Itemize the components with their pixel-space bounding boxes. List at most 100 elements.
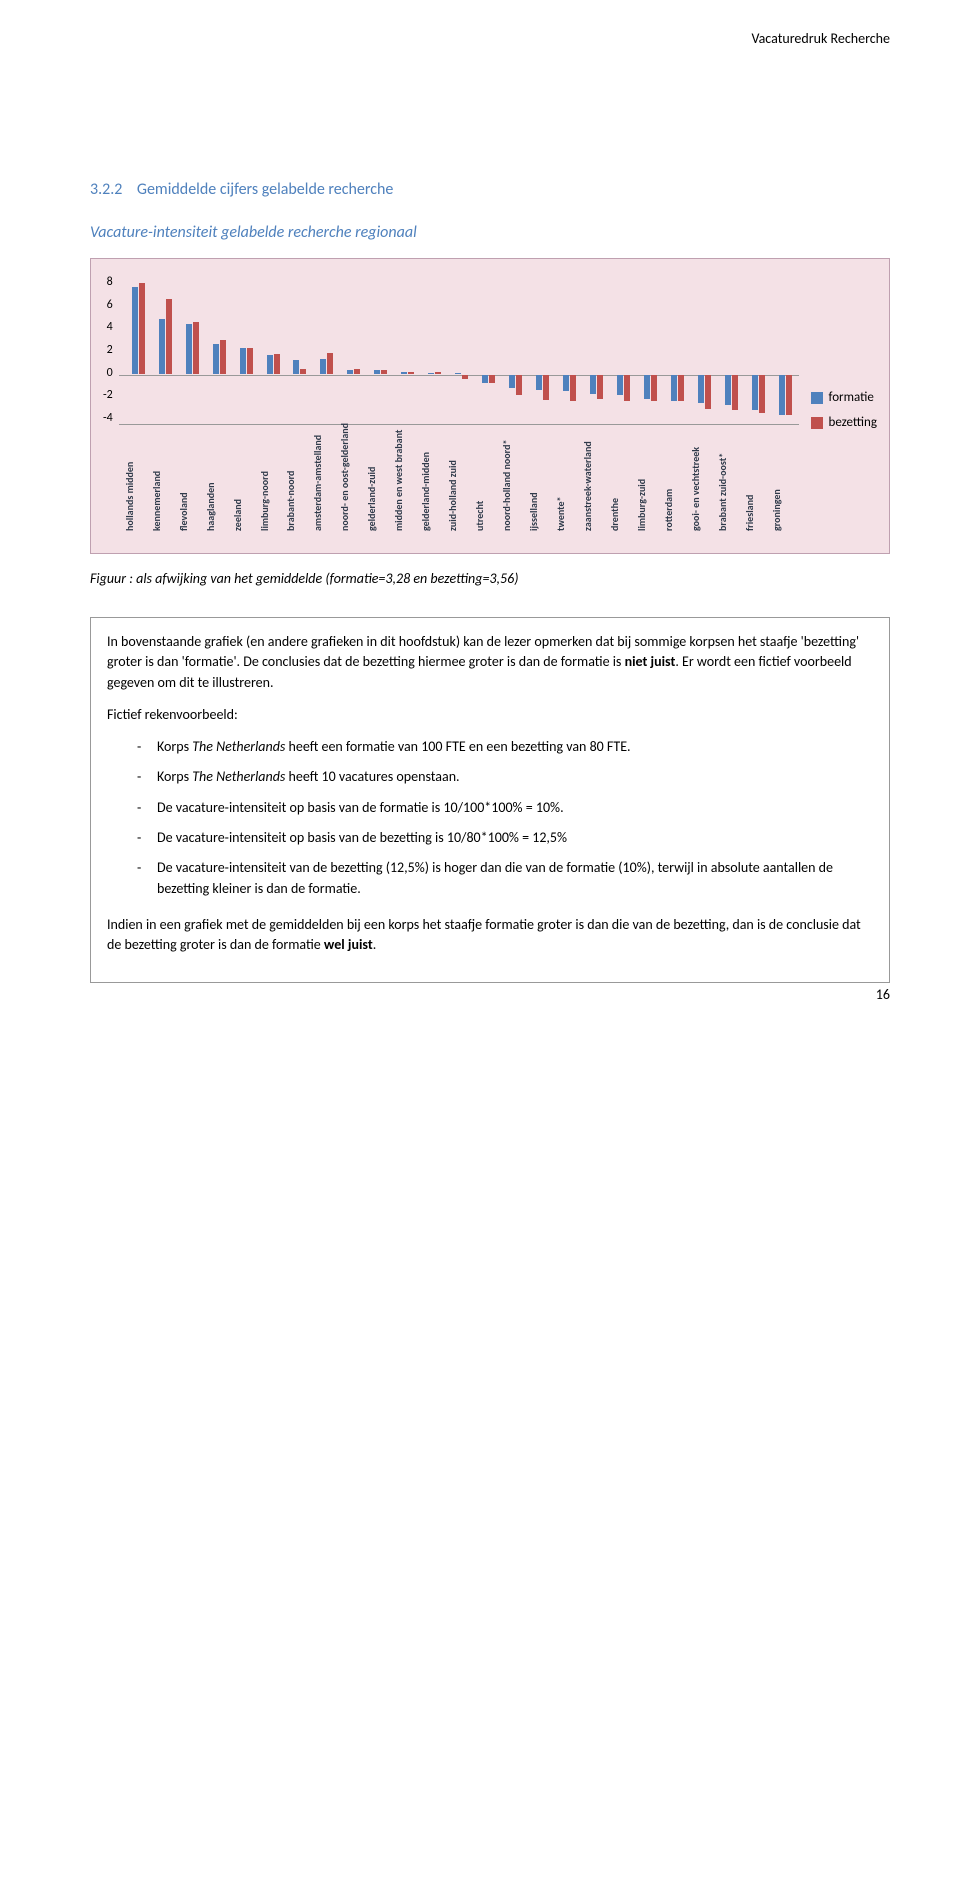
y-tick: -2 [103,388,113,402]
y-axis: 86420-2-4 [103,275,119,425]
x-label: rotterdam [662,425,687,535]
x-label: amsterdam-amstelland [311,425,336,535]
bullet-item: Korps The Netherlands heeft 10 vacatures… [107,767,873,787]
bar-group [338,275,363,424]
chart-plot-area [119,275,799,425]
bar-group [743,275,768,424]
bezetting-bar [543,375,549,400]
legend-swatch [811,417,823,429]
bar-group [231,275,256,424]
bar-group [204,275,229,424]
bullet-em: The Netherlands [192,738,285,755]
formatie-bar [563,375,569,391]
bezetting-bar [705,375,711,409]
bar-chart: 86420-2-4 hollands middenkennemerlandfle… [103,275,877,545]
bezetting-bar [462,375,468,379]
bullet-item: De vacature-intensiteit van de bezetting… [107,858,873,899]
bezetting-bar [193,322,199,375]
page-number: 16 [876,986,890,1003]
chart-container: 86420-2-4 hollands middenkennemerlandfle… [90,258,890,554]
subsection-title: Vacature-intensiteit gelabelde recherche… [90,223,890,242]
bullet-pre: Korps [157,738,192,755]
bullet-item: De vacature-intensiteit op basis van de … [107,828,873,848]
section-heading: 3.2.2 Gemiddelde cijfers gelabelde reche… [90,180,890,199]
x-label: brabant zuid-oost* [716,425,741,535]
bullet-pre: De vacature-intensiteit op basis van de … [157,799,564,816]
bar-group [284,275,309,424]
y-tick: 0 [107,366,113,380]
bullet-item: De vacature-intensiteit op basis van de … [107,798,873,818]
bezetting-bar [166,299,172,374]
x-label: limburg-noord [258,425,283,535]
body-text-box: In bovenstaande grafiek (en andere grafi… [90,617,890,983]
formatie-bar [752,375,758,410]
formatie-bar [455,373,461,374]
x-label: kennemerland [150,425,175,535]
bezetting-bar [435,372,441,375]
bullet-em: The Netherlands [192,768,285,785]
y-tick: 4 [107,320,113,334]
bar-group [662,275,687,424]
formatie-bar [401,372,407,375]
formatie-bar [698,375,704,403]
bar-group [527,275,552,424]
bar-group [608,275,633,424]
x-label: limburg-zuid [635,425,660,535]
bezetting-bar [247,348,253,374]
formatie-bar [267,355,273,374]
x-label: hollands midden [123,425,148,535]
section-title-text: Gemiddelde cijfers gelabelde recherche [137,180,393,199]
bar-group [365,275,390,424]
formatie-bar [132,287,138,375]
bullet-pre: Korps [157,768,192,785]
bar-group [392,275,417,424]
bezetting-bar [381,370,387,374]
bezetting-bar [786,375,792,415]
bezetting-bar [354,369,360,374]
p3-text-a: Indien in een grafiek met de gemiddelden… [107,916,861,953]
bar-group [258,275,283,424]
x-label: haaglanden [204,425,229,535]
x-label: twente* [554,425,579,535]
x-label: zaanstreek-waterland [581,425,606,535]
legend-label: bezetting [829,415,878,430]
bullet-post: heeft 10 vacatures openstaan. [285,768,459,785]
bezetting-bar [570,375,576,401]
x-label: brabant-noord [284,425,309,535]
x-label: zeeland [231,425,256,535]
x-label: groningen [770,425,795,535]
formatie-bar [617,375,623,395]
bar-group [473,275,498,424]
formatie-bar [374,370,380,374]
bezetting-bar [597,375,603,399]
bullet-list: Korps The Netherlands heeft een formatie… [107,737,873,899]
formatie-bar [725,375,731,405]
paragraph-1: In bovenstaande grafiek (en andere grafi… [107,632,873,693]
bezetting-bar [678,375,684,401]
formatie-bar [159,319,165,374]
y-tick: 6 [107,298,113,312]
x-label: gelderland-zuid [365,425,390,535]
bezetting-bar [651,375,657,401]
bar-group [554,275,579,424]
formatie-bar [428,373,434,374]
formatie-bar [293,360,299,374]
y-tick: 2 [107,343,113,357]
bar-group [500,275,525,424]
x-label: midden en west brabant [392,425,417,535]
p3-text-b: . [373,936,377,953]
x-label: drenthe [608,425,633,535]
x-label: flevoland [177,425,202,535]
bar-group [150,275,175,424]
paragraph-3: Indien in een grafiek met de gemiddelden… [107,915,873,956]
x-label: gooi- en vechtstreek [689,425,714,535]
paragraph-2: Fictief rekenvoorbeeld: [107,705,873,725]
bezetting-bar [624,375,630,401]
formatie-bar [213,344,219,374]
bar-group [635,275,660,424]
bar-group [123,275,148,424]
x-label: zuid-holland zuid [446,425,471,535]
y-tick: 8 [107,275,113,289]
legend-swatch [811,392,823,404]
formatie-bar [590,375,596,394]
